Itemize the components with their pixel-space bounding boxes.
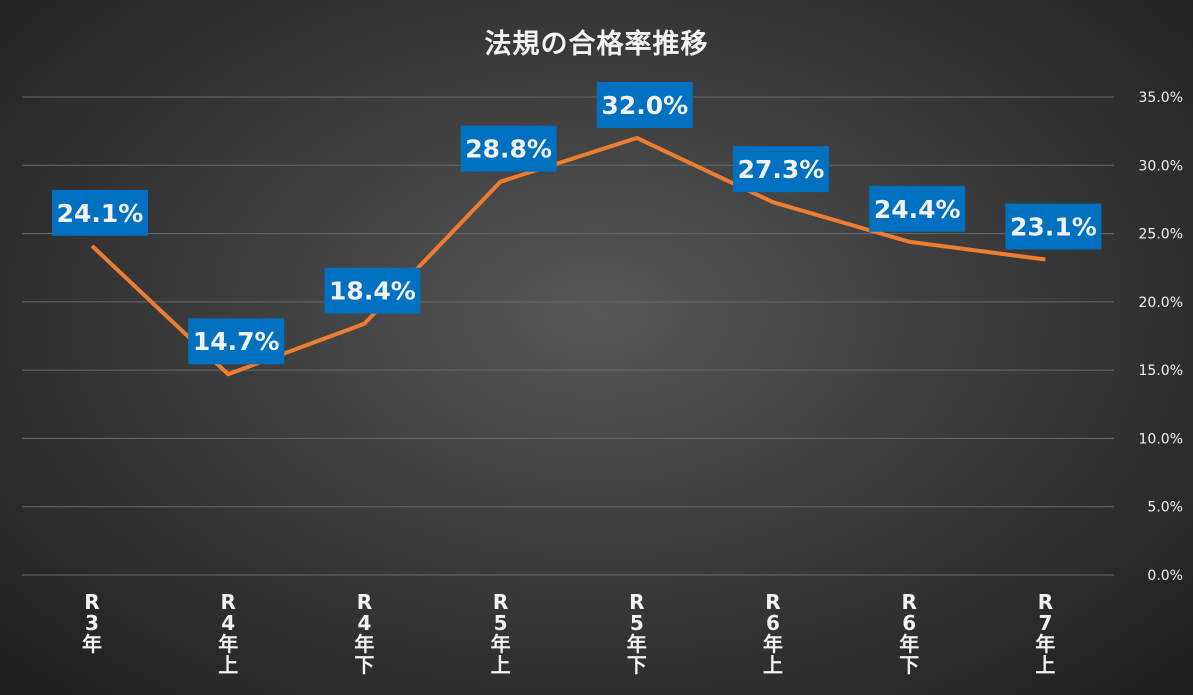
data-label: 24.4%	[874, 195, 961, 224]
y-tick-label: 25.0%	[1139, 227, 1183, 243]
x-category-label: 下	[899, 653, 919, 677]
x-category-label: R	[220, 590, 235, 614]
x-category-label: 年	[82, 632, 102, 656]
x-category-label: 5	[630, 611, 644, 635]
x-category-label: 年	[218, 632, 238, 656]
data-label: 23.1%	[1010, 213, 1097, 242]
y-tick-label: 10.0%	[1139, 431, 1183, 447]
data-label-box	[596, 81, 693, 128]
x-category-label: 年	[763, 632, 783, 656]
x-category-label: 5	[494, 611, 508, 635]
x-category-label: R	[357, 590, 372, 614]
data-label-box	[733, 146, 829, 193]
x-category-label: 下	[354, 653, 374, 677]
data-label: 28.8%	[465, 135, 552, 164]
data-label-box	[1005, 203, 1102, 250]
data-label-box	[324, 267, 421, 314]
x-category-label: 上	[218, 653, 238, 677]
data-label: 18.4%	[329, 277, 416, 306]
y-tick-label: 30.0%	[1139, 158, 1183, 174]
x-category-label: 年	[899, 632, 919, 656]
x-category-label: 上	[491, 653, 511, 677]
x-category-label: 6	[766, 611, 780, 635]
y-tick-label: 20.0%	[1139, 295, 1183, 311]
x-category-label: 4	[221, 611, 235, 635]
x-category-label: 年	[1035, 632, 1055, 656]
x-category-label: 4	[357, 611, 371, 635]
x-category-label: 7	[1038, 611, 1052, 635]
x-category-label: 年	[627, 632, 647, 656]
y-tick-label: 0.0%	[1147, 568, 1183, 584]
x-category-label: R	[629, 590, 644, 614]
data-label: 32.0%	[601, 91, 688, 120]
x-category-label: R	[84, 590, 99, 614]
chart-title: 法規の合格率推移	[484, 29, 709, 60]
x-category-label: 年	[354, 632, 374, 656]
data-label-box	[52, 189, 148, 236]
data-label-box	[460, 125, 557, 172]
series-line	[90, 135, 1046, 377]
data-label-box	[188, 318, 285, 365]
x-category-label: 上	[763, 653, 783, 677]
x-category-label: R	[1038, 590, 1053, 614]
data-label: 24.1%	[57, 199, 144, 228]
x-category-label: R	[901, 590, 916, 614]
x-category-label: R	[493, 590, 508, 614]
x-category-label: 6	[902, 611, 916, 635]
x-category-label: R	[765, 590, 780, 614]
data-label: 27.3%	[738, 155, 825, 184]
x-category-label: 上	[1035, 653, 1055, 677]
y-tick-label: 15.0%	[1139, 363, 1183, 379]
y-tick-label: 5.0%	[1147, 500, 1183, 516]
x-category-label: 年	[491, 632, 511, 656]
y-tick-label: 35.0%	[1139, 90, 1183, 106]
data-label: 14.7%	[193, 327, 280, 356]
x-category-label: 3	[85, 611, 99, 635]
data-label-box	[869, 185, 966, 232]
x-category-label: 下	[627, 653, 647, 677]
